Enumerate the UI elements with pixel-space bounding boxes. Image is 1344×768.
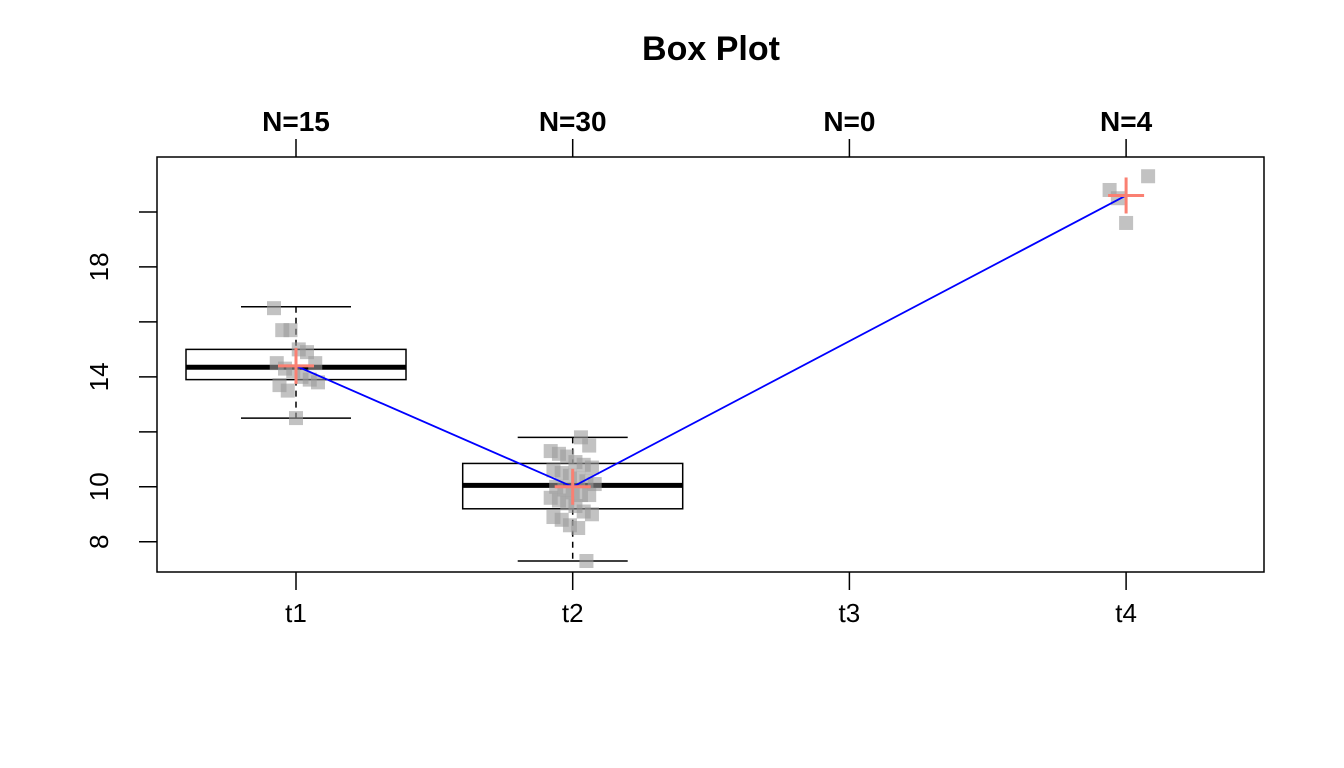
mean-markers bbox=[278, 177, 1145, 505]
data-point bbox=[582, 488, 597, 503]
y-tick-label: 18 bbox=[84, 252, 114, 281]
x-tick-label: t3 bbox=[839, 598, 861, 628]
chart-title: Box Plot bbox=[642, 30, 780, 68]
data-point bbox=[571, 521, 586, 536]
plot-frame bbox=[156, 156, 1265, 573]
x-tick-label: t2 bbox=[562, 598, 584, 628]
data-point bbox=[579, 554, 594, 569]
data-point bbox=[582, 438, 597, 453]
data-point bbox=[308, 356, 323, 371]
data-point bbox=[587, 477, 602, 492]
data-point bbox=[280, 383, 295, 398]
x-axis: t1 t2 t3 t4 bbox=[285, 572, 1137, 628]
x-tick-label: t1 bbox=[285, 598, 307, 628]
data-point bbox=[311, 375, 325, 390]
y-tick-label: 8 bbox=[84, 535, 114, 549]
boxes bbox=[185, 306, 684, 562]
y-tick-label: 14 bbox=[84, 362, 114, 391]
data-points bbox=[267, 169, 1156, 569]
y-axis: 8 10 14 18 bbox=[84, 211, 157, 549]
data-point bbox=[267, 301, 281, 316]
data-point bbox=[300, 345, 314, 360]
count-label: N=15 bbox=[262, 106, 330, 137]
data-point bbox=[584, 507, 599, 522]
mean-connector-line bbox=[295, 194, 1127, 488]
data-point bbox=[584, 460, 599, 475]
count-label: N=4 bbox=[1100, 106, 1153, 137]
data-point bbox=[1141, 169, 1156, 184]
count-axis: N=15 N=30 N=0 N=4 bbox=[262, 106, 1153, 157]
data-point bbox=[283, 323, 298, 338]
count-label: N=30 bbox=[539, 106, 607, 137]
x-tick-label: t4 bbox=[1115, 598, 1137, 628]
count-label: N=0 bbox=[823, 106, 875, 137]
y-tick-label: 10 bbox=[84, 472, 114, 501]
data-point bbox=[289, 411, 303, 426]
mean-line bbox=[295, 194, 1127, 488]
data-point bbox=[1119, 215, 1134, 230]
